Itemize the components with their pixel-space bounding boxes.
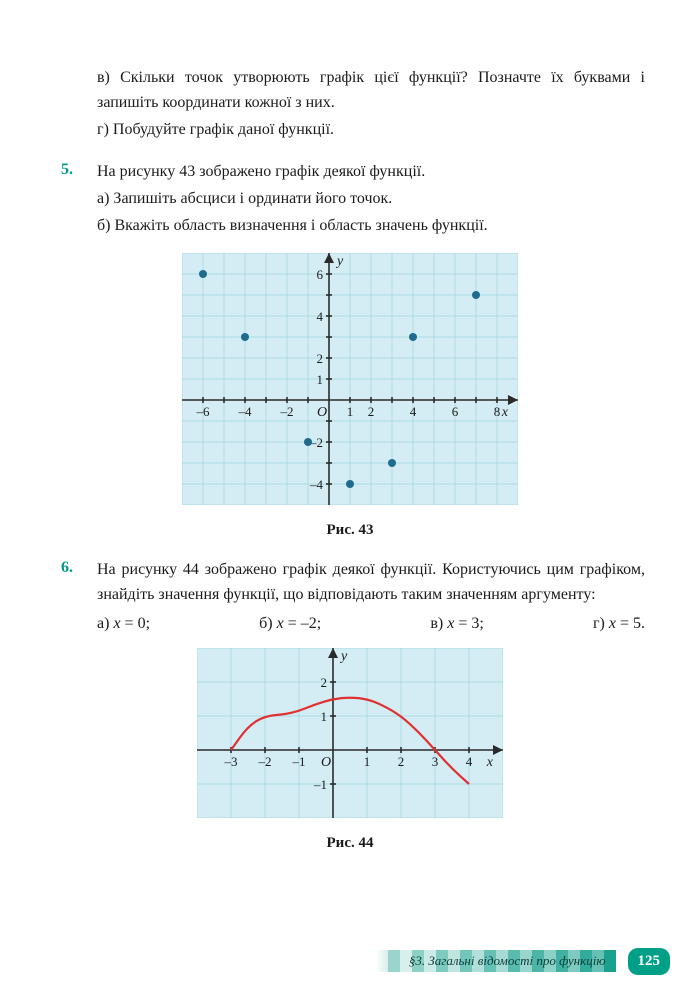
page-number: 125 <box>628 948 671 975</box>
svg-text:2: 2 <box>321 675 328 690</box>
task-5-text: На рисунку 43 зображено графік деякої фу… <box>97 160 645 185</box>
svg-text:–1: –1 <box>313 777 327 792</box>
svg-text:1: 1 <box>364 754 371 769</box>
svg-text:y: y <box>335 254 344 269</box>
task-6-options: а) x = 0; б) x = –2; в) x = 3; г) x = 5. <box>97 612 645 637</box>
svg-text:O: O <box>317 405 327 420</box>
task-6-number: 6. <box>55 556 97 636</box>
svg-text:x: x <box>501 405 509 420</box>
svg-text:O: O <box>321 755 331 770</box>
figure-44: x y O –3 –2 –1 1 2 3 4 –1 1 2 Рис. 44 <box>55 648 645 855</box>
svg-text:2: 2 <box>317 351 324 366</box>
svg-text:2: 2 <box>398 754 405 769</box>
intro-line-v: в) Скільки точок утворюють графік цієї ф… <box>97 66 645 116</box>
svg-text:4: 4 <box>317 309 324 324</box>
svg-text:4: 4 <box>466 754 473 769</box>
task-6-opt-c: в) x = 3; <box>430 612 483 637</box>
footer-section-label: §3. Загальні відомості про функцію <box>376 950 616 972</box>
svg-text:–4: –4 <box>309 477 324 492</box>
task-6-text: На рисунку 44 зображено графік деякої фу… <box>97 558 645 608</box>
svg-text:6: 6 <box>452 404 459 419</box>
svg-text:–6: –6 <box>196 404 211 419</box>
figure-43: xyO–6–4–212468–4–21246 Рис. 43 <box>55 253 645 542</box>
figure-43-chart: xyO–6–4–212468–4–21246 <box>182 253 518 505</box>
svg-text:x: x <box>486 755 494 770</box>
figure-43-caption: Рис. 43 <box>327 519 374 542</box>
page-footer: §3. Загальні відомості про функцію 125 <box>376 948 671 975</box>
svg-text:2: 2 <box>368 404 375 419</box>
task-5-number: 5. <box>55 158 97 240</box>
svg-text:–1: –1 <box>292 754 306 769</box>
svg-text:4: 4 <box>410 404 417 419</box>
figure-44-caption: Рис. 44 <box>327 832 374 855</box>
svg-text:3: 3 <box>432 754 439 769</box>
svg-text:1: 1 <box>347 404 354 419</box>
svg-text:y: y <box>339 649 348 664</box>
svg-text:8: 8 <box>494 404 501 419</box>
task-5-b: б) Вкажіть область визначення і область … <box>97 214 645 239</box>
svg-text:–2: –2 <box>258 754 272 769</box>
svg-text:6: 6 <box>317 267 324 282</box>
task-5: 5. На рисунку 43 зображено графік деякої… <box>55 158 645 240</box>
svg-text:–2: –2 <box>280 404 294 419</box>
svg-text:1: 1 <box>317 372 324 387</box>
figure-44-chart: x y O –3 –2 –1 1 2 3 4 –1 1 2 <box>197 648 503 818</box>
intro-line-g: г) Побудуйте графік даної функції. <box>97 118 645 143</box>
task-5-a: а) Запишіть абсциси і ординати його точо… <box>97 187 645 212</box>
svg-text:1: 1 <box>321 709 328 724</box>
svg-text:–3: –3 <box>224 754 238 769</box>
svg-text:–4: –4 <box>238 404 253 419</box>
task-6-opt-d: г) x = 5. <box>593 612 645 637</box>
intro-block: в) Скільки точок утворюють графік цієї ф… <box>55 64 645 144</box>
task-6: 6. На рисунку 44 зображено графік деякої… <box>55 556 645 636</box>
task-6-opt-b: б) x = –2; <box>259 612 321 637</box>
task-6-opt-a: а) x = 0; <box>97 612 150 637</box>
